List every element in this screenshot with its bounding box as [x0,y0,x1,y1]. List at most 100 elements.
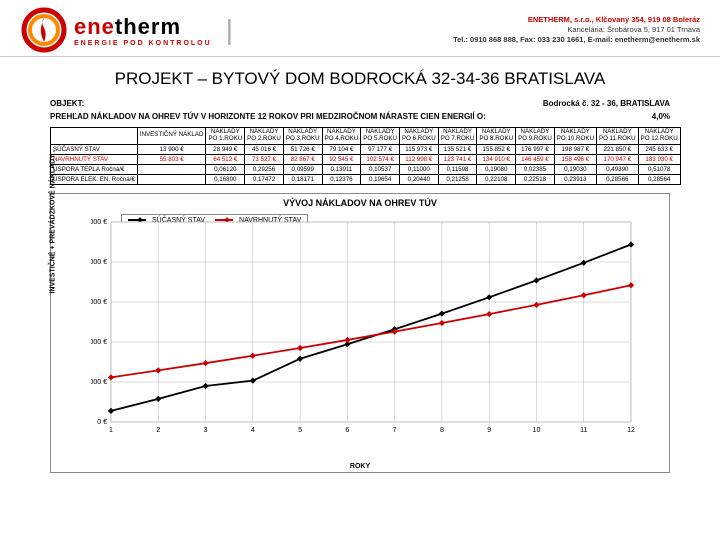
table-cell: 115 973 € [399,144,438,154]
svg-text:0 €: 0 € [97,419,107,426]
table-cell: 123 741 € [438,154,477,164]
svg-text:11: 11 [580,427,587,434]
table-cell: 0,12376 [322,174,361,184]
table-cell [137,174,206,184]
table-cell: 0,51078 [638,164,680,174]
table-cell: 0,06120 [206,164,245,174]
table-cell: 198 987 € [554,144,596,154]
logo-text: enetherm ENERGIE POD KONTROLOU [74,14,212,47]
table-cell: 45 016 € [245,144,284,154]
table-cell: 0,49390 [596,164,638,174]
table-cell: 0,09599 [283,164,322,174]
svg-text:50 000 €: 50 000 € [91,379,107,386]
objekt-value: Bodrocká č. 32 - 36, BRATISLAVA [543,99,670,108]
svg-text:200 000 €: 200 000 € [91,259,107,266]
logo-block: enetherm ENERGIE POD KONTROLOU | [20,6,241,54]
table-row: ÚSPORA ELEK. EN. Ročná/€0,168000,174720,… [51,174,681,184]
table-cell: 0,10537 [361,164,400,174]
logo-name: enetherm [74,14,212,40]
svg-text:8: 8 [440,427,444,434]
header-divider: | [226,14,233,46]
table-cell: 97 177 € [361,144,400,154]
table-cell: 73 527 € [245,154,284,164]
table-cell: 0,28564 [638,174,680,184]
table-header-cell: NÁKLADYPO 2.ROKU [245,128,284,145]
table-cell: 13 900 € [137,144,206,154]
table-cell: 0,11000 [399,164,438,174]
table-cell: 82 867 € [283,154,322,164]
table-header-row: INVESTIČNÝ NÁKLADNÁKLADYPO 1.ROKUNÁKLADY… [51,128,681,145]
table-cell: 146 459 € [516,154,555,164]
chart-ylabel: INVESTIČNÉ + PREVÁDZKOVÉ NÁKLADY . [50,150,57,293]
svg-text:250 000 €: 250 000 € [91,219,107,226]
svg-text:10: 10 [533,427,541,434]
table-body: SÚČASNÝ STAV13 900 €28 949 €45 016 €51 7… [51,144,681,184]
table-header-cell: NÁKLADYPO 5.ROKU [361,128,400,145]
table-cell: 0,11598 [438,164,477,174]
table-header-cell: NÁKLADYPO 9.ROKU [516,128,555,145]
table-cell: 0,19030 [554,164,596,174]
table-header-cell: NÁKLADYPO 7.ROKU [438,128,477,145]
table-cell: 0,16800 [206,174,245,184]
svg-text:6: 6 [345,427,349,434]
objekt-label: OBJEKT: [50,99,84,108]
table-cell: 92 545 € [322,154,361,164]
table-cell: 0,20440 [399,174,438,184]
table-cell: 0,21258 [438,174,477,184]
table-header-cell: NÁKLADYPO 12.ROKU [638,128,680,145]
table-cell: 112 998 € [399,154,438,164]
contact-line-3: Tel.: 0910 868 888, Fax: 033 230 1661, E… [453,35,700,45]
table-header-cell: NÁKLADYPO 10.ROKU [554,128,596,145]
chart-svg: 0 €50 000 €100 000 €150 000 €200 000 €25… [91,212,651,442]
table-header-cell [51,128,138,145]
table-header-cell: NÁKLADYPO 8.ROKU [477,128,516,145]
table-cell: 0,22518 [516,174,555,184]
row-label-cell: SÚČASNÝ STAV [51,144,138,154]
table-cell: 170 947 € [596,154,638,164]
table-header-cell: NÁKLADYPO 4.ROKU [322,128,361,145]
page-title: PROJEKT – BYTOVÝ DOM BODROCKÁ 32-34-36 B… [0,57,720,99]
svg-text:5: 5 [298,427,302,434]
table-cell: 64 512 € [206,154,245,164]
table-cell [137,164,206,174]
table-cell: 158 496 € [554,154,596,164]
table-cell: 0,02385 [516,164,555,174]
row-label-cell: ÚSPORA ELEK. EN. Ročná/€ [51,174,138,184]
table-cell: 55 803 € [137,154,206,164]
contact-line-2: Kancelária: Šrobárova 5, 917 01 Trnava [453,25,700,35]
table-cell: 79 104 € [322,144,361,154]
svg-text:12: 12 [627,427,635,434]
cost-table-wrap: INVESTIČNÝ NÁKLADNÁKLADYPO 1.ROKUNÁKLADY… [0,127,720,185]
table-cell: 51 726 € [283,144,322,154]
table-cell: 0,19080 [477,164,516,174]
contact-line-1: ENETHERM, s.r.o., Klčovany 354, 919 08 B… [453,15,700,25]
table-header-cell: NÁKLADYPO 3.ROKU [283,128,322,145]
table-cell: 0,19654 [361,174,400,184]
chart-xlabel: ROKY [350,463,370,470]
chart-wrap: VÝVOJ NÁKLADOV NA OHREV TÚV SÚČASNÝ STAV… [0,185,720,473]
logo-tagline: ENERGIE POD KONTROLOU [74,40,212,47]
table-cell: 0,18171 [283,174,322,184]
table-row: SÚČASNÝ STAV13 900 €28 949 €45 016 €51 7… [51,144,681,154]
table-cell: 134 910 € [477,154,516,164]
meta-row-2: PREHĽAD NÁKLADOV NA OHREV TÚV V HORIZONT… [0,108,720,127]
svg-text:1: 1 [109,427,113,434]
cost-table: INVESTIČNÝ NÁKLADNÁKLADYPO 1.ROKUNÁKLADY… [50,127,681,185]
table-cell: 0,23913 [554,174,596,184]
svg-text:2: 2 [156,427,160,434]
table-cell: 135 521 € [438,144,477,154]
table-cell: 0,17472 [245,174,284,184]
table-cell: 221 850 € [596,144,638,154]
prehlad-label: PREHĽAD NÁKLADOV NA OHREV TÚV V HORIZONT… [50,112,486,121]
contact-block: ENETHERM, s.r.o., Klčovany 354, 919 08 B… [453,15,700,44]
svg-text:150 000 €: 150 000 € [91,299,107,306]
svg-text:4: 4 [251,427,255,434]
table-cell: 245 633 € [638,144,680,154]
logo-icon [20,6,68,54]
row-label-cell: NAVRHNUTÝ STAV [51,154,138,164]
table-row: ÚSPORA TEPLA Ročná/€0,061200,292560,0959… [51,164,681,174]
svg-text:9: 9 [487,427,491,434]
svg-text:3: 3 [204,427,208,434]
table-header-cell: NÁKLADYPO 6.ROKU [399,128,438,145]
table-header-cell: INVESTIČNÝ NÁKLAD [137,128,206,145]
